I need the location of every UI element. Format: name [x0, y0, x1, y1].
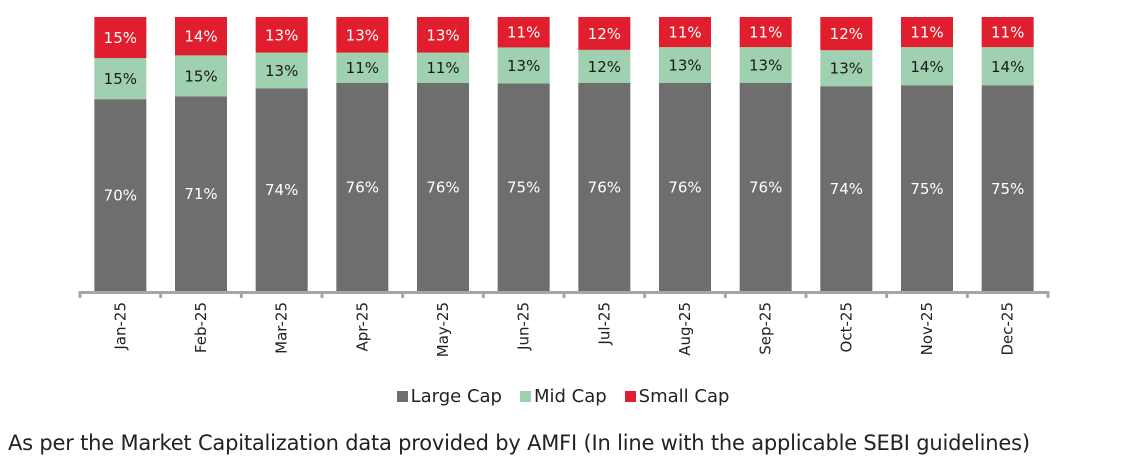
x-tick-labels: Jan-25 Feb-25 Mar-25 Apr-25 May-25 Jun-25 Jul-… [111, 302, 1016, 357]
bar-large-cap-aug-25 [659, 82, 711, 291]
data-label-small-cap-dec-25: 11% [991, 24, 1024, 42]
bar-large-cap-jun-25 [497, 83, 550, 291]
legend-label-small-cap: Small Cap [638, 386, 730, 407]
data-label-mid-cap-sep-25: 13% [749, 56, 782, 74]
data-label-large-cap-may-25: 76% [426, 178, 459, 196]
bar-small-cap-sep-25 [739, 17, 792, 48]
data-label-large-cap-aug-25: 76% [668, 178, 701, 196]
bars-group: 70% 15% 15% 71% 15% 14% 74% 13% 13% 76% 11% 13% 76% 1… [94, 17, 1034, 292]
data-label-small-cap-sep-25: 11% [749, 24, 782, 42]
data-label-small-cap-oct-25: 12% [830, 25, 863, 43]
data-label-large-cap-jun-25: 75% [507, 179, 540, 197]
data-label-mid-cap-jan-25: 15% [104, 70, 137, 88]
bar-small-cap-mar-25 [255, 17, 308, 53]
data-label-large-cap-jul-25: 76% [588, 178, 621, 196]
legend-item-mid-cap: Mid Cap [519, 386, 607, 407]
bar-large-cap-dec-25 [981, 85, 1034, 291]
data-label-small-cap-mar-25: 13% [265, 26, 298, 44]
data-label-large-cap-feb-25: 71% [184, 185, 217, 203]
data-label-mid-cap-dec-25: 14% [991, 58, 1024, 76]
bar-large-cap-jul-25 [578, 82, 631, 291]
data-label-small-cap-feb-25: 14% [184, 28, 217, 46]
x-tick-label-nov-25: Nov-25 [918, 302, 936, 355]
legend-swatch-mid-cap [519, 391, 531, 402]
x-axis [78, 291, 1050, 298]
data-label-mid-cap-nov-25: 14% [910, 58, 943, 76]
legend-swatch-small-cap [624, 391, 636, 402]
data-label-mid-cap-apr-25: 11% [346, 59, 379, 77]
data-label-mid-cap-may-25: 11% [426, 59, 459, 77]
legend-item-large-cap: Large Cap [396, 386, 502, 407]
data-label-mid-cap-aug-25: 13% [668, 56, 701, 74]
bar-small-cap-jan-25 [94, 17, 147, 59]
x-tick-label-sep-25: Sep-25 [757, 302, 775, 355]
data-label-small-cap-apr-25: 13% [346, 26, 379, 44]
bar-small-cap-jun-25 [497, 17, 550, 48]
data-label-small-cap-nov-25: 11% [910, 24, 943, 42]
bar-mid-cap-nov-25 [901, 47, 953, 86]
x-tick-label-jun-25: Jun-25 [515, 302, 533, 351]
bar-small-cap-feb-25 [175, 17, 227, 56]
bar-mid-cap-aug-25 [659, 47, 711, 83]
data-label-large-cap-mar-25: 74% [265, 181, 298, 199]
legend: Large Cap Mid Cap Small Cap [0, 386, 1126, 407]
bar-small-cap-may-25 [417, 17, 469, 53]
bar-mid-cap-apr-25 [336, 52, 389, 83]
data-label-mid-cap-mar-25: 13% [265, 62, 298, 80]
data-label-large-cap-jan-25: 70% [104, 187, 137, 205]
bar-mid-cap-oct-25 [820, 50, 873, 87]
x-tick-label-may-25: May-25 [434, 302, 452, 357]
x-tick-label-dec-25: Dec-25 [999, 302, 1017, 356]
bar-mid-cap-jun-25 [497, 47, 550, 84]
x-tick-label-oct-25: Oct-25 [837, 302, 855, 352]
bar-mid-cap-dec-25 [981, 47, 1034, 86]
x-tick-label-jan-25: Jan-25 [111, 302, 129, 351]
x-tick-label-jul-25: Jul-25 [595, 302, 613, 346]
bar-small-cap-aug-25 [659, 17, 711, 48]
data-label-small-cap-jul-25: 12% [588, 25, 621, 43]
data-label-small-cap-jan-25: 15% [104, 29, 137, 47]
data-label-large-cap-sep-25: 76% [749, 178, 782, 196]
bar-small-cap-dec-25 [981, 17, 1034, 48]
bar-large-cap-sep-25 [739, 82, 792, 291]
data-label-large-cap-dec-25: 75% [991, 180, 1024, 198]
bar-mid-cap-may-25 [417, 52, 469, 83]
x-tick-label-mar-25: Mar-25 [273, 302, 291, 354]
bar-small-cap-apr-25 [336, 17, 389, 53]
bar-small-cap-jul-25 [578, 17, 631, 50]
data-label-mid-cap-jun-25: 13% [507, 57, 540, 75]
legend-swatch-large-cap [396, 391, 408, 402]
bar-large-cap-apr-25 [336, 82, 389, 291]
x-tick-label-apr-25: Apr-25 [353, 302, 371, 352]
data-label-large-cap-nov-25: 75% [910, 180, 943, 198]
bar-mid-cap-mar-25 [255, 52, 308, 89]
chart-caption: As per the Market Capitalization data pr… [8, 431, 1030, 455]
bar-large-cap-mar-25 [255, 88, 308, 292]
bar-large-cap-feb-25 [175, 96, 227, 292]
x-tick-label-aug-25: Aug-25 [676, 302, 694, 356]
bar-large-cap-oct-25 [820, 86, 873, 291]
data-label-mid-cap-feb-25: 15% [184, 67, 217, 85]
bar-mid-cap-sep-25 [739, 47, 792, 83]
data-label-large-cap-oct-25: 74% [830, 180, 863, 198]
legend-item-small-cap: Small Cap [624, 386, 730, 407]
bar-small-cap-oct-25 [820, 17, 873, 51]
bar-mid-cap-jul-25 [578, 49, 631, 83]
data-label-mid-cap-jul-25: 12% [588, 58, 621, 76]
data-label-small-cap-aug-25: 11% [668, 24, 701, 42]
legend-label-mid-cap: Mid Cap [533, 386, 607, 407]
x-tick-label-feb-25: Feb-25 [192, 302, 210, 353]
bar-mid-cap-feb-25 [175, 55, 227, 97]
data-label-small-cap-jun-25: 11% [507, 24, 540, 42]
data-label-small-cap-may-25: 13% [426, 26, 459, 44]
data-label-large-cap-apr-25: 76% [346, 178, 379, 196]
bar-small-cap-nov-25 [901, 17, 953, 48]
data-label-mid-cap-oct-25: 13% [830, 60, 863, 78]
legend-label-large-cap: Large Cap [410, 386, 502, 407]
stacked-bar-chart: 70% 15% 15% 71% 15% 14% 74% 13% 13% 76% 11% 13% 76% 1… [78, 17, 1050, 357]
bar-large-cap-nov-25 [901, 85, 953, 291]
bar-large-cap-may-25 [417, 82, 469, 291]
bar-mid-cap-jan-25 [94, 58, 147, 100]
bar-large-cap-jan-25 [94, 99, 147, 291]
